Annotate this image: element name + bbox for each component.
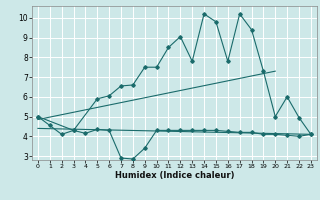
- X-axis label: Humidex (Indice chaleur): Humidex (Indice chaleur): [115, 171, 234, 180]
